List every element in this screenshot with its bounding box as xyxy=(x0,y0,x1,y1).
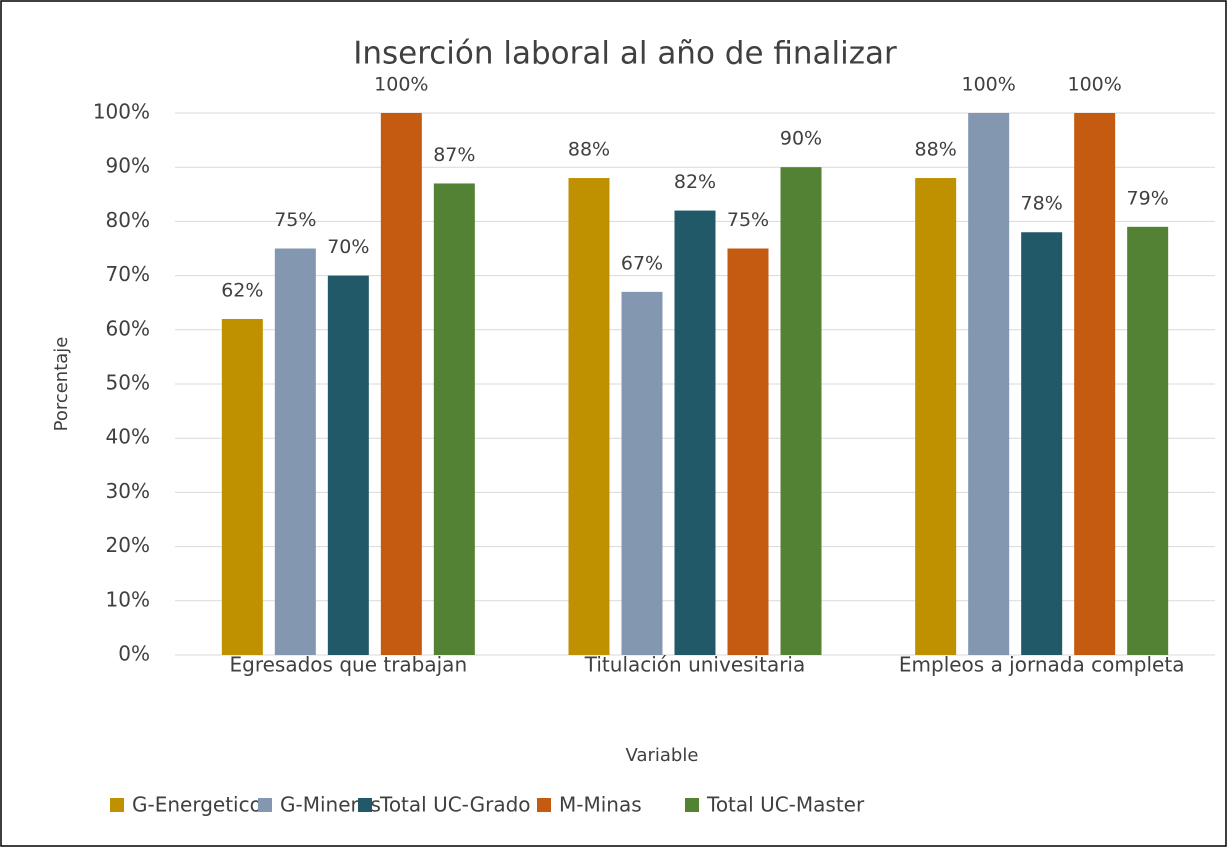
x-axis-label: Variable xyxy=(626,745,699,766)
bar xyxy=(274,248,316,655)
legend-swatch xyxy=(358,798,372,812)
bar xyxy=(221,318,263,655)
x-tick-label: Titulación univesitaria xyxy=(584,653,805,677)
x-tick-label: Egresados que trabajan xyxy=(230,653,468,677)
data-label: 100% xyxy=(962,74,1016,96)
y-tick-label: 90% xyxy=(106,154,150,178)
legend-label: M-Minas xyxy=(559,793,642,817)
bar xyxy=(1021,232,1063,656)
bar xyxy=(674,210,716,655)
data-label: 75% xyxy=(727,209,769,231)
bar xyxy=(1074,113,1116,655)
data-label: 75% xyxy=(274,209,316,231)
data-label: 100% xyxy=(374,74,428,96)
y-tick-label: 50% xyxy=(106,371,150,395)
y-tick-label: 30% xyxy=(106,479,150,503)
y-tick-label: 60% xyxy=(106,316,150,340)
data-label: 100% xyxy=(1068,74,1122,96)
data-label: 87% xyxy=(433,144,475,166)
bar xyxy=(621,291,663,655)
data-label: 70% xyxy=(327,236,369,258)
y-tick-label: 40% xyxy=(106,425,150,449)
legend-label: Total UC-Master xyxy=(706,793,865,817)
y-tick-label: 70% xyxy=(106,262,150,286)
bar xyxy=(727,248,769,655)
data-label: 79% xyxy=(1127,187,1169,209)
data-label: 78% xyxy=(1021,193,1063,215)
legend-swatch xyxy=(110,798,124,812)
y-tick-label: 10% xyxy=(106,587,150,611)
legend-label: Total UC-Grado xyxy=(379,793,531,817)
data-label: 67% xyxy=(621,252,663,274)
legend-label: G-Energeticos xyxy=(132,793,272,817)
bar xyxy=(568,178,610,656)
x-tick-label: Empleos a jornada completa xyxy=(899,653,1185,677)
bar xyxy=(780,167,822,655)
data-label: 82% xyxy=(674,171,716,193)
bar xyxy=(968,113,1010,655)
chart-title: Inserción laboral al año de finalizar xyxy=(353,36,897,72)
bar xyxy=(327,275,369,655)
y-tick-label: 80% xyxy=(106,208,150,232)
bar xyxy=(380,113,422,655)
data-label: 88% xyxy=(915,139,957,161)
data-label: 88% xyxy=(568,139,610,161)
y-tick-label: 20% xyxy=(106,533,150,557)
data-label: 90% xyxy=(780,128,822,150)
y-axis-label: Porcentaje xyxy=(51,337,72,432)
bar xyxy=(433,183,475,655)
bar xyxy=(1127,226,1169,655)
y-tick-label: 0% xyxy=(118,642,150,666)
bar xyxy=(915,178,957,656)
y-tick-label: 100% xyxy=(93,100,150,124)
legend-swatch xyxy=(537,798,551,812)
legend-swatch xyxy=(258,798,272,812)
legend-swatch xyxy=(685,798,699,812)
data-label: 62% xyxy=(221,279,263,301)
